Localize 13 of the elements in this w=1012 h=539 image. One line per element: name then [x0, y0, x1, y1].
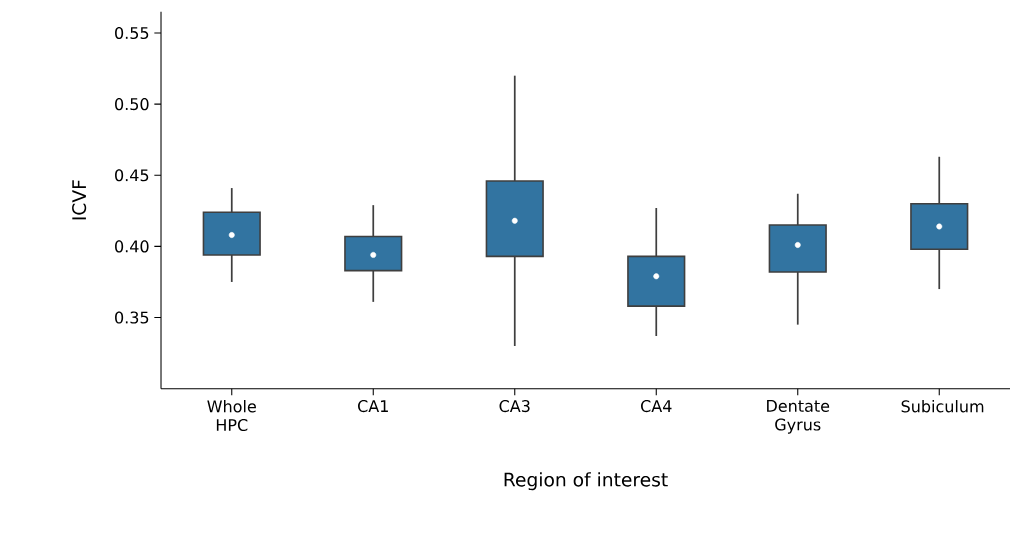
- x-tick-label: CA4: [641, 400, 672, 413]
- x-tick-label: Subiculum: [901, 400, 984, 413]
- y-tick-label: 0.35: [115, 311, 149, 324]
- y-axis-title: ICVF: [72, 180, 87, 220]
- y-tick-label: 0.40: [115, 240, 149, 253]
- y-tick-label: 0.50: [115, 98, 149, 111]
- x-tick-label: Dentate Gyrus: [767, 400, 830, 434]
- y-tick-label: 0.45: [115, 169, 149, 182]
- x-tick-label: CA3: [499, 400, 530, 413]
- x-tick-label: Whole HPC: [207, 400, 256, 432]
- x-axis-title: Region of interest: [504, 472, 668, 491]
- x-tick-label: CA1: [358, 400, 388, 413]
- y-tick-label: 0.55: [115, 27, 149, 40]
